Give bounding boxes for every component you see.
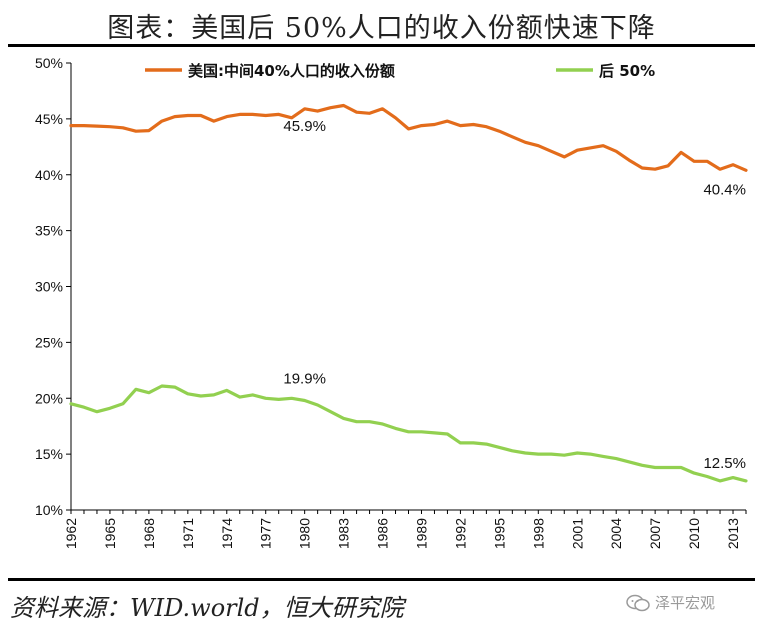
y-tick-label: 20% bbox=[35, 390, 63, 406]
x-tick-label: 1995 bbox=[491, 518, 507, 549]
y-tick-label: 10% bbox=[35, 502, 63, 518]
x-tick-label: 1977 bbox=[258, 518, 274, 549]
y-tick-label: 25% bbox=[35, 334, 63, 350]
x-tick-label: 1989 bbox=[413, 518, 429, 549]
y-tick-label: 30% bbox=[35, 279, 63, 295]
y-tick-label: 40% bbox=[35, 167, 63, 183]
x-tick-label: 1971 bbox=[180, 518, 196, 549]
wechat-icon bbox=[626, 594, 650, 611]
watermark-text: 泽平宏观 bbox=[655, 594, 716, 612]
x-tick-label: 2007 bbox=[647, 518, 663, 549]
page-title: 图表：美国后 50%人口的收入份额快速下降 bbox=[107, 13, 656, 44]
x-tick-label: 2004 bbox=[608, 518, 624, 549]
footer-divider bbox=[8, 578, 755, 581]
x-tick-label: 1980 bbox=[297, 518, 313, 549]
y-tick-label: 15% bbox=[35, 446, 63, 462]
y-axis: 10% 15% 20% 25% 30% 35% 40% 45% 50% bbox=[35, 55, 72, 518]
x-tick-label: 1986 bbox=[375, 518, 391, 549]
x-tick-label: 1974 bbox=[219, 518, 235, 549]
legend: 美国:中间40%人口的收入份额 后 50% bbox=[145, 62, 655, 80]
x-axis: 1962 1965 1968 1971 1974 1977 1980 1983 1986 1989… bbox=[63, 509, 747, 549]
x-tick-label: 2010 bbox=[686, 518, 702, 549]
x-tick-label: 1983 bbox=[336, 518, 352, 549]
x-tick-label: 2001 bbox=[569, 518, 585, 549]
data-label: 12.5% bbox=[703, 455, 746, 472]
x-tick-label: 2013 bbox=[725, 518, 741, 549]
title-divider bbox=[8, 44, 755, 47]
source-note: 资料来源：WID.world，恒大研究院 bbox=[10, 594, 404, 622]
x-tick-label: 1968 bbox=[141, 518, 157, 549]
y-tick-label: 35% bbox=[35, 223, 63, 239]
annotations: 45.9% 40.4% 19.9% 12.5% bbox=[283, 118, 746, 472]
legend-label-2: 后 50% bbox=[599, 62, 655, 80]
x-tick-label: 1998 bbox=[530, 518, 546, 549]
y-tick-label: 45% bbox=[35, 111, 63, 127]
x-tick-label: 1992 bbox=[452, 518, 468, 549]
line-chart: 10% 15% 20% 25% 30% 35% 40% 45% 50% 1962 1965 1968… bbox=[35, 55, 748, 549]
data-label: 40.4% bbox=[703, 181, 746, 198]
x-tick-label: 1965 bbox=[102, 518, 118, 549]
series-line-2 bbox=[69, 384, 748, 483]
data-label: 19.9% bbox=[283, 370, 326, 387]
series-layer bbox=[69, 103, 748, 483]
watermark: 泽平宏观 bbox=[625, 592, 715, 613]
x-tick-label: 1962 bbox=[63, 518, 79, 549]
y-tick-label: 50% bbox=[35, 55, 63, 71]
data-label: 45.9% bbox=[283, 118, 326, 135]
series-line-1 bbox=[69, 103, 748, 172]
legend-label-1: 美国:中间40%人口的收入份额 bbox=[188, 62, 395, 80]
